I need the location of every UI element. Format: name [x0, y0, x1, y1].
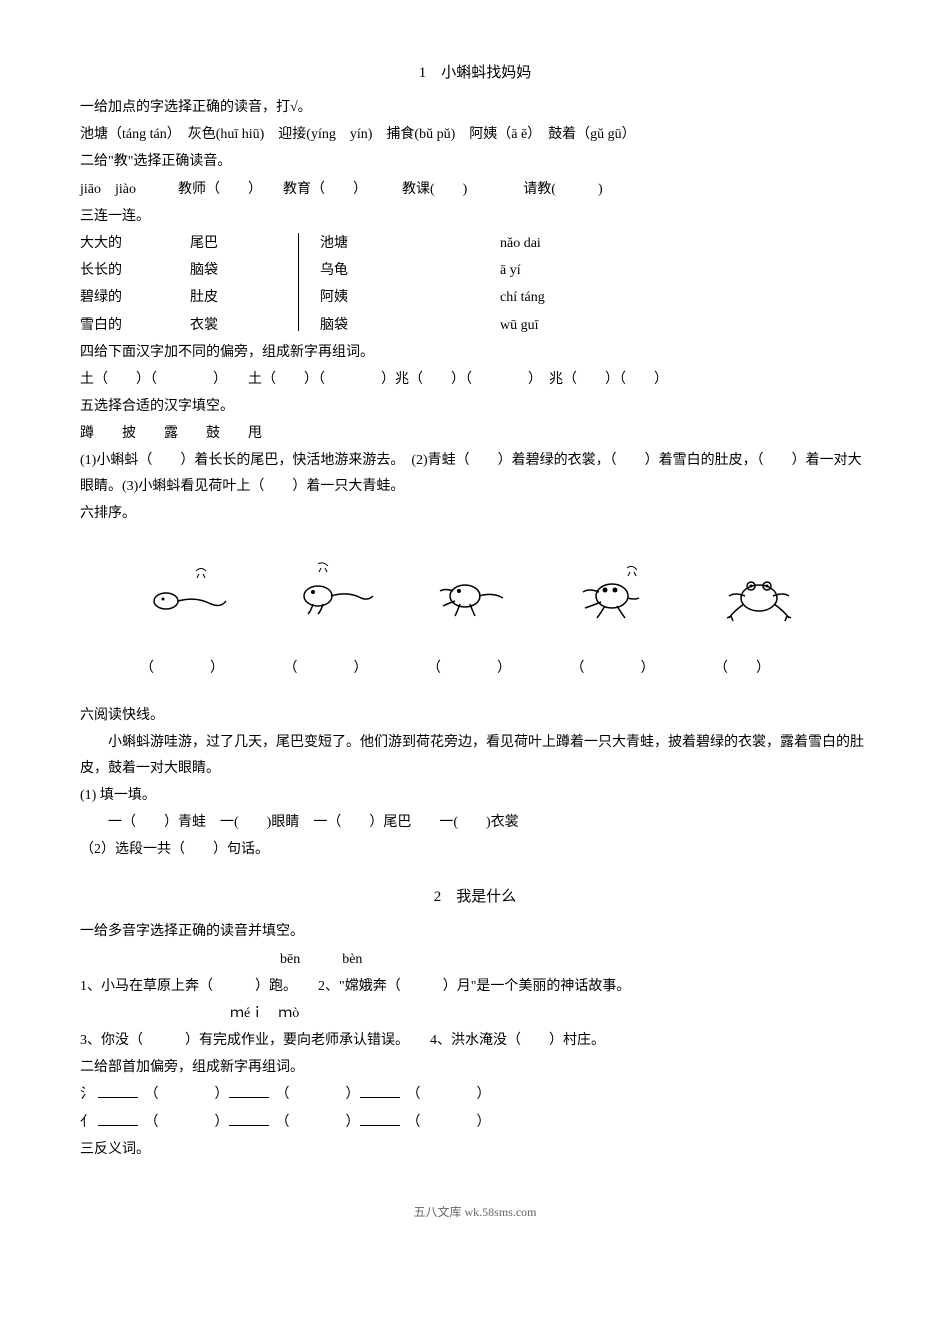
match-cell: chí táng — [500, 285, 650, 310]
match-row: 碧绿的 肚皮 阿姨 chí táng — [80, 285, 870, 310]
q5-content: (1)小蝌蚪（ ）着长长的尾巴，快活地游来游去。 (2)青蛙（ ）着碧绿的衣裳，… — [80, 448, 870, 498]
blank-line — [98, 1084, 138, 1098]
match-cell: 阿姨 — [320, 285, 500, 310]
paren-item: （ ） — [571, 656, 711, 681]
match-row: 雪白的 衣裳 脑袋 wū guī — [80, 313, 870, 338]
match-cell: 雪白的 — [80, 313, 190, 338]
frog-stage-icon — [709, 556, 809, 626]
blank-line — [229, 1084, 269, 1098]
paren-item: （ ） — [714, 656, 794, 681]
pinyin-line: ｍéｉ ｍò — [80, 1001, 870, 1026]
q1-header: 一给加点的字选择正确的读音，打√。 — [80, 95, 870, 120]
q2-content: jiāo jiào 教师（ ） 教育（ ） 教课( ) 请教( ) — [80, 177, 870, 202]
match-cell: 乌龟 — [320, 258, 500, 283]
q6b-header: 六阅读快线。 — [80, 703, 870, 728]
q2-header: 二给"教"选择正确读音。 — [80, 149, 870, 174]
blank-line — [98, 1112, 138, 1126]
paren-item: （ ） — [140, 656, 280, 681]
paren-item: （ ） — [284, 656, 424, 681]
q5-options: 蹲 披 露 鼓 甩 — [80, 421, 870, 446]
blank-line — [360, 1084, 400, 1098]
q6-header: 六排序。 — [80, 501, 870, 526]
q4-content: 土（ ）（ ） 土（ ）（ ）兆（ ）（ ） 兆（ ）（ ） — [80, 367, 870, 392]
footer-text: 五八文库 wk.58sms.com — [80, 1202, 870, 1224]
match-cell: 池塘 — [320, 231, 500, 256]
q4-header: 四给下面汉字加不同的偏旁，组成新字再组词。 — [80, 340, 870, 365]
tadpole-stage-icon — [425, 556, 525, 626]
match-cell: 尾巴 — [190, 231, 320, 256]
match-cell: 长长的 — [80, 258, 190, 283]
match-cell: 脑袋 — [190, 258, 320, 283]
l2-q1-line2: 3、你没（ ）有完成作业，要向老师承认错误。 4、洪水淹没（ ）村庄。 — [80, 1028, 870, 1053]
pinyin-line: bēn bèn — [80, 947, 870, 972]
q5-header: 五选择合适的汉字填空。 — [80, 394, 870, 419]
l2-q2-line2: 亻 （ ） （ ） （ ） — [80, 1110, 870, 1135]
divider-line — [298, 233, 299, 331]
match-section: 大大的 尾巴 池塘 nǎo dai 长长的 脑袋 乌龟 ā yí 碧绿的 肚皮 … — [80, 231, 870, 338]
paren-item: （ ） — [427, 656, 567, 681]
reading-q2: （2）选段一共（ ）句话。 — [80, 837, 870, 862]
match-cell: 衣裳 — [190, 313, 320, 338]
match-cell: 大大的 — [80, 231, 190, 256]
match-cell: 肚皮 — [190, 285, 320, 310]
match-cell: 碧绿的 — [80, 285, 190, 310]
reading-q1: (1) 填一填。 — [80, 783, 870, 808]
match-cell: nǎo dai — [500, 231, 650, 256]
reading-passage: 小蝌蚪游哇游，过了几天，尾巴变短了。他们游到荷花旁边，看见荷叶上蹲着一只大青蛙，… — [80, 730, 870, 780]
match-cell: 脑袋 — [320, 313, 500, 338]
blank-line — [360, 1112, 400, 1126]
match-row: 大大的 尾巴 池塘 nǎo dai — [80, 231, 870, 256]
match-cell: ā yí — [500, 258, 650, 283]
l2-q2-header: 二给部首加偏旁，组成新字再组词。 — [80, 1055, 870, 1080]
l2-q3-header: 三反义词。 — [80, 1137, 870, 1162]
paren-row: （ ） （ ） （ ） （ ） （ ） — [80, 656, 870, 681]
q3-header: 三连一连。 — [80, 204, 870, 229]
match-row: 长长的 脑袋 乌龟 ā yí — [80, 258, 870, 283]
lesson2-title: 2 我是什么 — [80, 884, 870, 911]
l2-q1-line1: 1、小马在草原上奔（ ）跑。 2、"嫦娥奔（ ）月"是一个美丽的神话故事。 — [80, 974, 870, 999]
tadpole-stage-icon — [283, 556, 383, 626]
radical-prefix: 氵 — [80, 1087, 98, 1102]
tadpole-stage-icon — [567, 556, 667, 626]
tadpole-stage-icon — [141, 556, 241, 626]
match-cell: wū guī — [500, 313, 650, 338]
reading-q1-line: 一（ ）青蛙 一( )眼睛 一（ ）尾巴 一( )衣裳 — [80, 810, 870, 835]
q1-content: 池塘（táng tán） 灰色(huī hiū) 迎接(yíng yín) 捕食… — [80, 122, 870, 147]
l2-q1-header: 一给多音字选择正确的读音并填空。 — [80, 919, 870, 944]
lesson1-title: 1 小蝌蚪找妈妈 — [80, 60, 870, 87]
tadpole-images — [80, 536, 870, 646]
l2-q2-line1: 氵 （ ） （ ） （ ） — [80, 1082, 870, 1107]
radical-prefix: 亻 — [80, 1115, 98, 1130]
blank-line — [229, 1112, 269, 1126]
